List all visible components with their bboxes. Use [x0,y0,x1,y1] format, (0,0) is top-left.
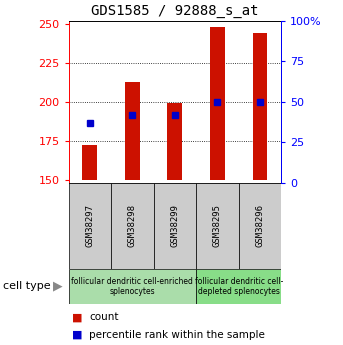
Text: percentile rank within the sample: percentile rank within the sample [89,330,265,339]
Bar [69,183,111,269]
Bar [167,104,182,180]
Text: GSM38297: GSM38297 [85,205,94,247]
Bar [154,183,196,269]
Bar [111,183,154,269]
Bar [239,183,281,269]
Bar [210,27,225,180]
Title: GDS1585 / 92888_s_at: GDS1585 / 92888_s_at [91,4,259,18]
Text: ■: ■ [72,330,83,339]
Text: GSM38296: GSM38296 [256,205,264,247]
Bar [69,269,196,304]
Text: cell type: cell type [3,282,51,291]
Bar [252,33,268,180]
Text: ▶: ▶ [53,280,63,293]
Text: follicular dendritic cell-enriched
splenocytes: follicular dendritic cell-enriched splen… [71,277,193,296]
Text: GSM38299: GSM38299 [170,205,179,247]
Bar [196,269,281,304]
Text: GSM38295: GSM38295 [213,205,222,247]
Bar [82,146,97,180]
Bar [125,81,140,180]
Text: GSM38298: GSM38298 [128,205,137,247]
Text: follicular dendritic cell-
depleted splenocytes: follicular dendritic cell- depleted sple… [194,277,283,296]
Text: count: count [89,313,119,322]
Bar [196,183,239,269]
Text: ■: ■ [72,313,83,322]
